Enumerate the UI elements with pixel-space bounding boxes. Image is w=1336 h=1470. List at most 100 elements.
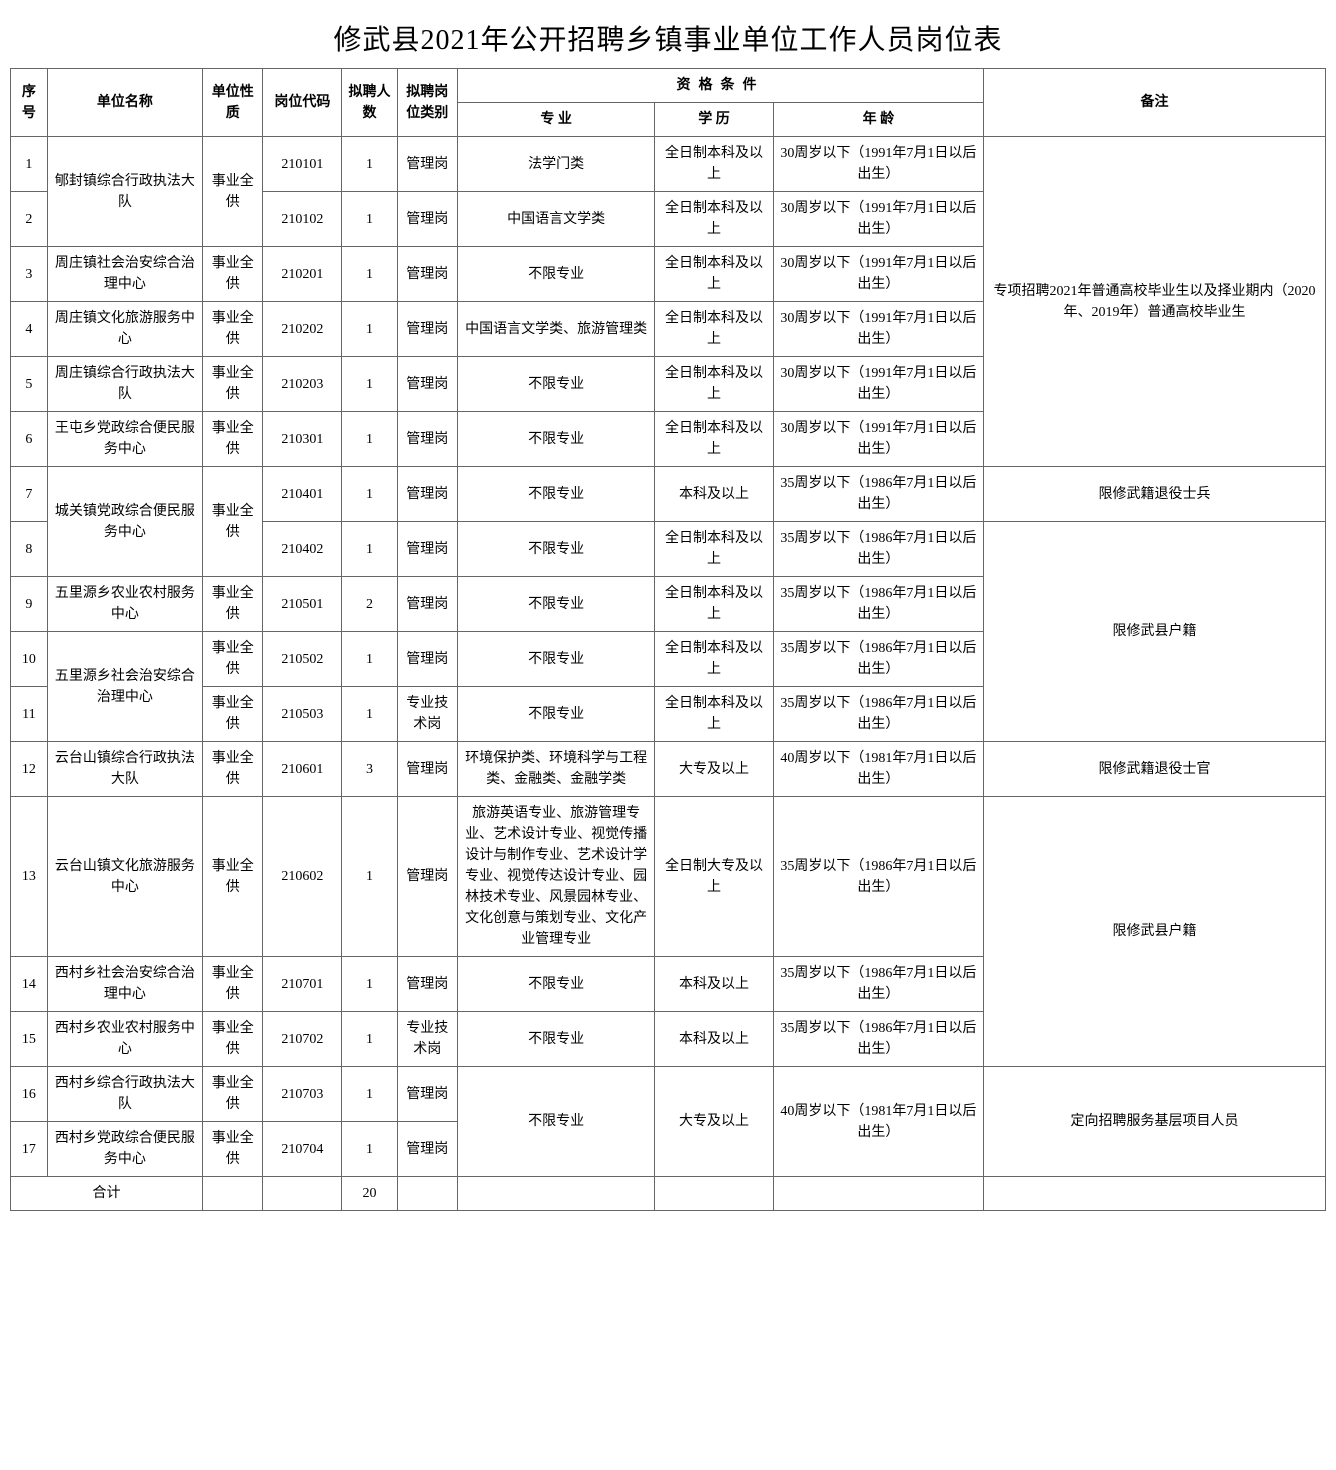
summary-row: 合计 20 xyxy=(11,1177,1326,1211)
cell-edu: 全日制本科及以上 xyxy=(655,577,773,632)
cell-edu: 全日制大专及以上 xyxy=(655,797,773,957)
cell-nature: 事业全供 xyxy=(202,797,262,957)
cell-age: 40周岁以下（1981年7月1日以后出生） xyxy=(773,742,983,797)
cell-unit: 周庄镇综合行政执法大队 xyxy=(47,357,202,412)
cell-count: 1 xyxy=(342,1122,397,1177)
header-unit: 单位名称 xyxy=(47,69,202,137)
cell-major: 不限专业 xyxy=(458,687,655,742)
cell-age: 35周岁以下（1986年7月1日以后出生） xyxy=(773,632,983,687)
table-row: 12云台山镇综合行政执法大队事业全供2106013管理岗环境保护类、环境科学与工… xyxy=(11,742,1326,797)
cell-unit: 五里源乡社会治安综合治理中心 xyxy=(47,632,202,742)
cell-count: 1 xyxy=(342,687,397,742)
cell-count: 1 xyxy=(342,1012,397,1067)
cell-major: 不限专业 xyxy=(458,467,655,522)
cell-seq: 7 xyxy=(11,467,48,522)
cell-edu: 全日制本科及以上 xyxy=(655,522,773,577)
cell-unit: 西村乡综合行政执法大队 xyxy=(47,1067,202,1122)
cell-edu: 全日制本科及以上 xyxy=(655,412,773,467)
cell-code: 210704 xyxy=(263,1122,342,1177)
cell-type: 管理岗 xyxy=(397,522,457,577)
cell-major: 不限专业 xyxy=(458,412,655,467)
cell-type: 专业技术岗 xyxy=(397,1012,457,1067)
cell-major: 不限专业 xyxy=(458,632,655,687)
cell-nature: 事业全供 xyxy=(202,632,262,687)
cell-nature: 事业全供 xyxy=(202,1067,262,1122)
header-qual: 资格条件 xyxy=(458,69,984,103)
cell-remark: 限修武县户籍 xyxy=(984,797,1326,1067)
cell-type: 管理岗 xyxy=(397,632,457,687)
table-header: 序号 单位名称 单位性质 岗位代码 拟聘人数 拟聘岗位类别 资格条件 备注 专 … xyxy=(11,69,1326,137)
cell-age: 30周岁以下（1991年7月1日以后出生） xyxy=(773,412,983,467)
cell-nature: 事业全供 xyxy=(202,1012,262,1067)
cell-count: 1 xyxy=(342,797,397,957)
cell-edu: 全日制本科及以上 xyxy=(655,687,773,742)
cell-edu: 大专及以上 xyxy=(655,1067,773,1177)
cell-age: 35周岁以下（1986年7月1日以后出生） xyxy=(773,1012,983,1067)
cell-seq: 5 xyxy=(11,357,48,412)
cell-count: 1 xyxy=(342,192,397,247)
cell-type: 管理岗 xyxy=(397,742,457,797)
cell-code: 210702 xyxy=(263,1012,342,1067)
header-age: 年 龄 xyxy=(773,103,983,137)
header-code: 岗位代码 xyxy=(263,69,342,137)
summary-blank xyxy=(655,1177,773,1211)
cell-age: 30周岁以下（1991年7月1日以后出生） xyxy=(773,302,983,357)
table-row: 13云台山镇文化旅游服务中心事业全供2106021管理岗旅游英语专业、旅游管理专… xyxy=(11,797,1326,957)
cell-count: 1 xyxy=(342,1067,397,1122)
cell-code: 210503 xyxy=(263,687,342,742)
cell-age: 30周岁以下（1991年7月1日以后出生） xyxy=(773,192,983,247)
cell-unit: 西村乡农业农村服务中心 xyxy=(47,1012,202,1067)
cell-age: 35周岁以下（1986年7月1日以后出生） xyxy=(773,957,983,1012)
cell-type: 管理岗 xyxy=(397,467,457,522)
cell-count: 1 xyxy=(342,247,397,302)
cell-edu: 全日制本科及以上 xyxy=(655,632,773,687)
cell-count: 1 xyxy=(342,137,397,192)
cell-major: 不限专业 xyxy=(458,357,655,412)
cell-seq: 15 xyxy=(11,1012,48,1067)
cell-nature: 事业全供 xyxy=(202,137,262,247)
cell-age: 35周岁以下（1986年7月1日以后出生） xyxy=(773,467,983,522)
cell-remark: 专项招聘2021年普通高校毕业生以及择业期内（2020年、2019年）普通高校毕… xyxy=(984,137,1326,467)
cell-count: 1 xyxy=(342,632,397,687)
cell-code: 210501 xyxy=(263,577,342,632)
document-container: 修武县2021年公开招聘乡镇事业单位工作人员岗位表 序号 单位名称 单位性质 岗… xyxy=(10,10,1326,1211)
cell-code: 210602 xyxy=(263,797,342,957)
cell-age: 30周岁以下（1991年7月1日以后出生） xyxy=(773,247,983,302)
cell-nature: 事业全供 xyxy=(202,467,262,577)
cell-type: 专业技术岗 xyxy=(397,687,457,742)
cell-major: 中国语言文学类 xyxy=(458,192,655,247)
cell-unit: 王屯乡党政综合便民服务中心 xyxy=(47,412,202,467)
cell-edu: 大专及以上 xyxy=(655,742,773,797)
cell-age: 30周岁以下（1991年7月1日以后出生） xyxy=(773,137,983,192)
summary-blank xyxy=(984,1177,1326,1211)
cell-edu: 全日制本科及以上 xyxy=(655,302,773,357)
cell-edu: 本科及以上 xyxy=(655,957,773,1012)
cell-age: 35周岁以下（1986年7月1日以后出生） xyxy=(773,522,983,577)
header-count: 拟聘人数 xyxy=(342,69,397,137)
summary-blank xyxy=(263,1177,342,1211)
header-nature: 单位性质 xyxy=(202,69,262,137)
cell-code: 210401 xyxy=(263,467,342,522)
cell-unit: 西村乡党政综合便民服务中心 xyxy=(47,1122,202,1177)
cell-edu: 全日制本科及以上 xyxy=(655,247,773,302)
cell-code: 210202 xyxy=(263,302,342,357)
cell-count: 1 xyxy=(342,957,397,1012)
header-remark: 备注 xyxy=(984,69,1326,137)
cell-code: 210203 xyxy=(263,357,342,412)
cell-type: 管理岗 xyxy=(397,137,457,192)
cell-nature: 事业全供 xyxy=(202,577,262,632)
header-major: 专 业 xyxy=(458,103,655,137)
cell-remark: 定向招聘服务基层项目人员 xyxy=(984,1067,1326,1177)
cell-nature: 事业全供 xyxy=(202,302,262,357)
cell-nature: 事业全供 xyxy=(202,742,262,797)
cell-type: 管理岗 xyxy=(397,957,457,1012)
cell-nature: 事业全供 xyxy=(202,957,262,1012)
summary-total: 20 xyxy=(342,1177,397,1211)
cell-edu: 全日制本科及以上 xyxy=(655,357,773,412)
cell-edu: 全日制本科及以上 xyxy=(655,137,773,192)
cell-code: 210102 xyxy=(263,192,342,247)
header-type: 拟聘岗位类别 xyxy=(397,69,457,137)
summary-label: 合计 xyxy=(11,1177,203,1211)
cell-type: 管理岗 xyxy=(397,577,457,632)
cell-major: 不限专业 xyxy=(458,522,655,577)
